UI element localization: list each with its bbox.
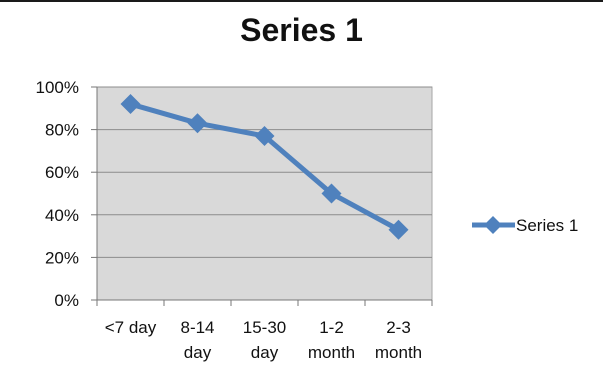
- data-point: [187, 113, 208, 134]
- axes: [96, 87, 432, 301]
- legend-label: Series 1: [516, 216, 578, 235]
- x-tick-label: 1-2 month: [308, 318, 355, 362]
- x-tick-label: 2-3 month: [375, 318, 422, 362]
- plot-area: [96, 86, 433, 301]
- y-tick-label: 20%: [45, 248, 79, 267]
- y-tick-label: 60%: [45, 163, 79, 182]
- data-point: [321, 183, 342, 204]
- y-tick-label: 80%: [45, 121, 79, 140]
- y-tick-label: 0%: [54, 291, 79, 310]
- y-axis-ticks: 0% 20% 40% 60% 80% 100%: [36, 78, 97, 310]
- data-point: [254, 125, 275, 146]
- legend: Series 1: [472, 216, 578, 235]
- series-group: [120, 94, 409, 240]
- data-point: [388, 219, 409, 240]
- y-tick-label: 100%: [36, 78, 79, 97]
- legend-swatch-marker: [484, 216, 502, 234]
- chart-title: Series 1: [240, 12, 363, 48]
- x-tick-label: <7 day: [105, 318, 157, 337]
- top-border: [0, 0, 603, 2]
- x-axis-ticks: <7 day 8-14 day 15-30 day 1-2 month 2-3 month: [96, 300, 433, 362]
- x-tick-label: 8-14 day: [180, 318, 214, 362]
- y-tick-label: 40%: [45, 206, 79, 225]
- x-tick-label: 15-30 day: [243, 318, 286, 362]
- data-point: [120, 94, 141, 115]
